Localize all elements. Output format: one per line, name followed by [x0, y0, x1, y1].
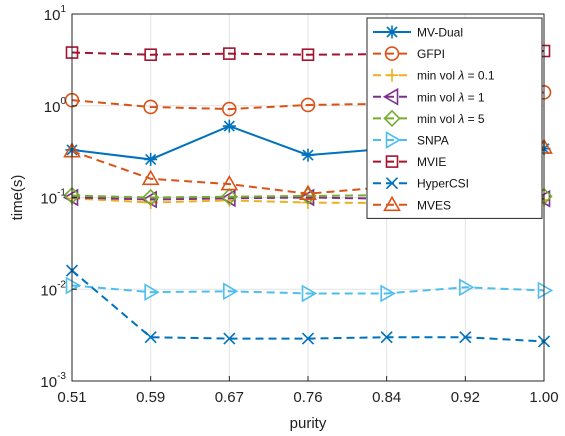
marker-triangle-right [380, 284, 396, 303]
x-tick-label: 0.92 [451, 389, 480, 406]
legend-label: GFPI [417, 47, 445, 61]
series-line [71, 284, 545, 295]
marker-square [301, 48, 315, 62]
x-tick-label: 0.84 [372, 389, 401, 406]
x-tick-label: 0.51 [57, 389, 86, 406]
x-tick-label: 0.59 [136, 389, 165, 406]
marker-diamond [220, 188, 238, 206]
y-tick-label: 10-3 [40, 371, 66, 391]
marker-square [144, 48, 157, 62]
marker-square [223, 47, 236, 60]
legend-entry: min vol λ = 5 [373, 109, 485, 128]
marker-x [223, 332, 236, 345]
marker-triangle-right [385, 131, 402, 149]
marker-x [301, 332, 315, 345]
x-axis-title: purity [290, 415, 327, 432]
marker-diamond [142, 188, 160, 207]
legend-entry: MVIE [373, 155, 446, 169]
legend-label: MV-Dual [417, 26, 463, 40]
marker-triangle-right [144, 283, 160, 302]
marker-triangle [299, 184, 317, 201]
marker-triangle [141, 169, 160, 186]
legend-entry: MV-Dual [373, 25, 463, 40]
marker-asterisk [385, 25, 399, 39]
legend-label: HyperCSI [417, 177, 469, 191]
x-axis-ticks: 0.51 0.59 0.67 0.76 0.84 0.92 1.00 [57, 376, 559, 406]
marker-x [380, 331, 393, 344]
marker-x [144, 331, 157, 344]
legend-entry: SNPA [373, 131, 449, 149]
y-axis-ticks: 10-3 10-2 10-1 100 101 [40, 4, 77, 391]
marker-circle [143, 99, 158, 115]
y-axis-title: time(s) [9, 175, 26, 221]
series-line [71, 146, 545, 195]
legend-entry: min vol λ = 1 [373, 87, 485, 106]
marker-x [459, 331, 472, 344]
y-tick-label: 100 [44, 96, 67, 116]
legend-label: MVIE [417, 155, 446, 169]
legend-entry: MVES [373, 195, 451, 212]
legend-box [366, 17, 543, 219]
marker-diamond [383, 109, 401, 128]
marker-circle [222, 101, 237, 117]
marker-circle [300, 97, 316, 113]
legend-label: min vol λ = 5 [417, 112, 485, 126]
y-tick-label: 10-2 [40, 279, 66, 299]
x-tick-label: 1.00 [529, 389, 558, 406]
legend-entry: GFPI [373, 46, 445, 61]
legend-label: SNPA [417, 134, 449, 148]
marker-square [385, 155, 399, 168]
marker-triangle-right [537, 281, 554, 300]
marker-x [385, 177, 399, 190]
y-tick-label: 101 [44, 4, 67, 24]
y-tick-label: 10-1 [40, 188, 66, 208]
legend-label: min vol λ = 1 [417, 90, 485, 104]
x-tick-label: 0.67 [215, 389, 244, 406]
legend-entry: HyperCSI [373, 177, 469, 191]
marker-plus [385, 68, 399, 82]
marker-triangle-right [223, 282, 239, 301]
marker-triangle [220, 174, 239, 191]
legend-label: MVES [417, 198, 451, 212]
marker-triangle [383, 195, 401, 212]
marker-triangle-right [459, 278, 475, 297]
marker-triangle-right [301, 284, 318, 303]
x-tick-label: 0.76 [293, 389, 322, 406]
legend-entry: min vol λ = 0.1 [373, 69, 495, 83]
legend-label: min vol λ = 0.1 [417, 69, 495, 83]
marker-triangle-left [382, 87, 399, 106]
marker-circle [384, 46, 400, 61]
legend: MV-Dual GFPI min vol λ = 0.1 min vol λ = 1 m… [366, 17, 543, 219]
marker-asterisk [222, 119, 236, 133]
marker-asterisk [144, 152, 158, 166]
marker-asterisk [301, 148, 315, 162]
